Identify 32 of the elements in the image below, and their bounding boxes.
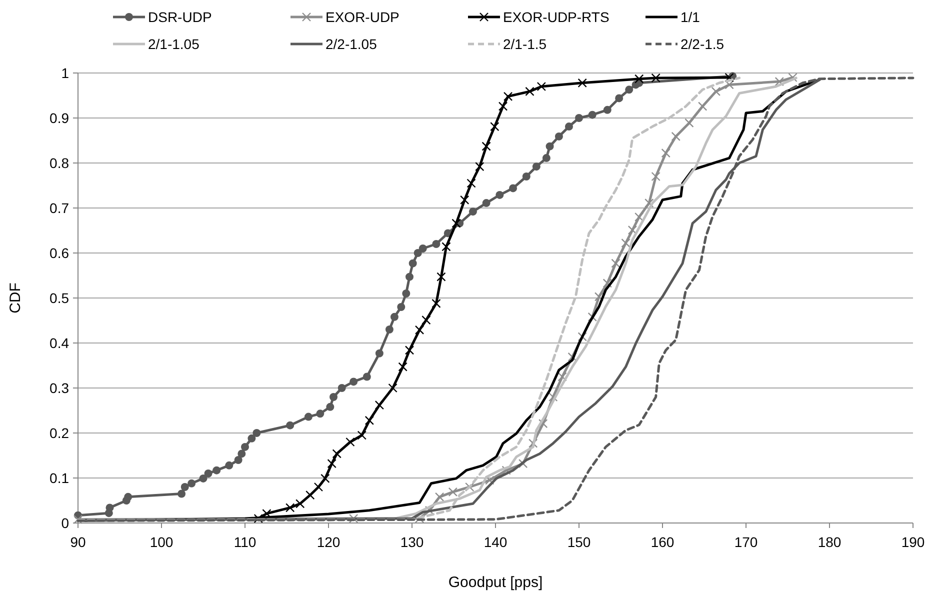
y-tick-label: 0.5	[50, 290, 70, 306]
legend-label: 1/1	[680, 8, 700, 25]
legend-label: 2/2-1.05	[326, 36, 378, 52]
x-tick-label: 160	[650, 534, 674, 550]
legend-label: 2/1-1.05	[148, 36, 200, 52]
y-tick-label: 0.8	[50, 154, 70, 171]
x-tick-label: 110	[234, 534, 256, 550]
x-tick-label: 120	[316, 534, 340, 550]
y-tick-label: 0.2	[50, 424, 70, 441]
x-tick-label: 130	[400, 534, 424, 550]
y-tick-label: 0.1	[50, 470, 70, 486]
legend-label: EXOR-UDP	[326, 8, 400, 25]
x-tick-label: 150	[567, 534, 591, 550]
legend-label: EXOR-UDP-RTS	[503, 8, 610, 25]
y-tick-label: 0.9	[50, 110, 70, 126]
x-tick-label: 100	[150, 534, 174, 550]
legend-label: 2/2-1.5	[680, 36, 724, 52]
legend-label: 2/1-1.5	[503, 36, 547, 52]
y-tick-label: 0.4	[50, 334, 70, 351]
y-tick-label: 0.3	[50, 380, 70, 396]
x-axis-title: Goodput [pps]	[448, 574, 543, 591]
x-tick-label: 190	[901, 534, 925, 550]
x-tick-label: 180	[818, 534, 842, 550]
x-tick-label: 170	[734, 534, 758, 550]
legend-label: DSR-UDP	[148, 8, 212, 25]
x-tick-label: 90	[70, 534, 86, 550]
y-axis-title: CDF	[7, 282, 24, 314]
y-tick-label: 1	[61, 64, 70, 81]
y-tick-label: 0.7	[50, 200, 70, 216]
y-tick-label: 0.6	[50, 244, 70, 261]
y-tick-label: 0	[61, 514, 70, 531]
x-tick-label: 140	[484, 534, 508, 550]
